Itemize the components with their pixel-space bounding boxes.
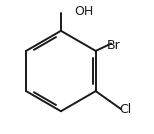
Text: Br: Br <box>107 39 121 52</box>
Text: Cl: Cl <box>119 103 132 116</box>
Text: OH: OH <box>74 5 94 18</box>
